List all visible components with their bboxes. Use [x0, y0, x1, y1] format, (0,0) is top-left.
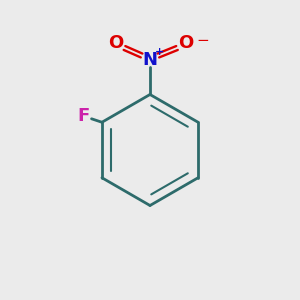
Text: F: F	[77, 107, 89, 125]
Text: O: O	[178, 34, 194, 52]
Text: +: +	[154, 47, 164, 57]
Text: O: O	[108, 34, 123, 52]
Text: −: −	[196, 33, 209, 48]
Text: N: N	[142, 51, 158, 69]
